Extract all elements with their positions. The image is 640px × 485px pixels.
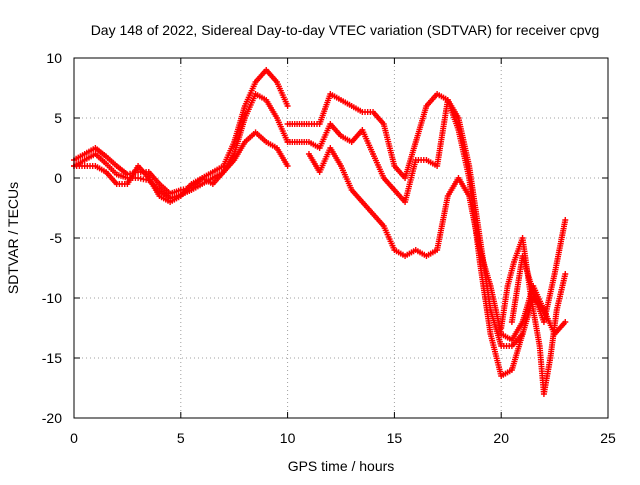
axis-ticks: 0 5 10 15 20 25 10 5 0 -5 -10 -15 -20 — [42, 50, 616, 446]
y-tick-label: 0 — [54, 170, 62, 186]
series-track-8 — [508, 217, 569, 325]
data-points — [71, 67, 569, 397]
data-point — [284, 163, 291, 169]
chart-title: Day 148 of 2022, Sidereal Day-to-day VTE… — [91, 22, 600, 38]
x-tick-label: 0 — [70, 430, 78, 446]
y-tick-label: -15 — [42, 350, 62, 366]
y-axis-label: SDTVAR / TECUs — [5, 182, 21, 294]
x-tick-label: 15 — [387, 430, 403, 446]
data-point — [562, 319, 569, 325]
y-tick-label: 10 — [46, 50, 62, 66]
x-tick-label: 20 — [493, 430, 509, 446]
y-tick-label: -10 — [42, 290, 62, 306]
series-track-5 — [284, 97, 547, 379]
data-point — [562, 271, 569, 277]
series-track-3 — [71, 129, 291, 205]
data-point — [284, 103, 291, 109]
series-track-6 — [305, 145, 569, 343]
x-tick-label: 5 — [177, 430, 185, 446]
grid — [74, 58, 608, 418]
y-tick-label: 5 — [54, 110, 62, 126]
x-axis-label: GPS time / hours — [288, 458, 395, 474]
y-tick-label: -20 — [42, 410, 62, 426]
x-tick-label: 10 — [280, 430, 296, 446]
x-tick-label: 25 — [600, 430, 616, 446]
y-tick-label: -5 — [50, 230, 63, 246]
data-point — [562, 217, 569, 223]
